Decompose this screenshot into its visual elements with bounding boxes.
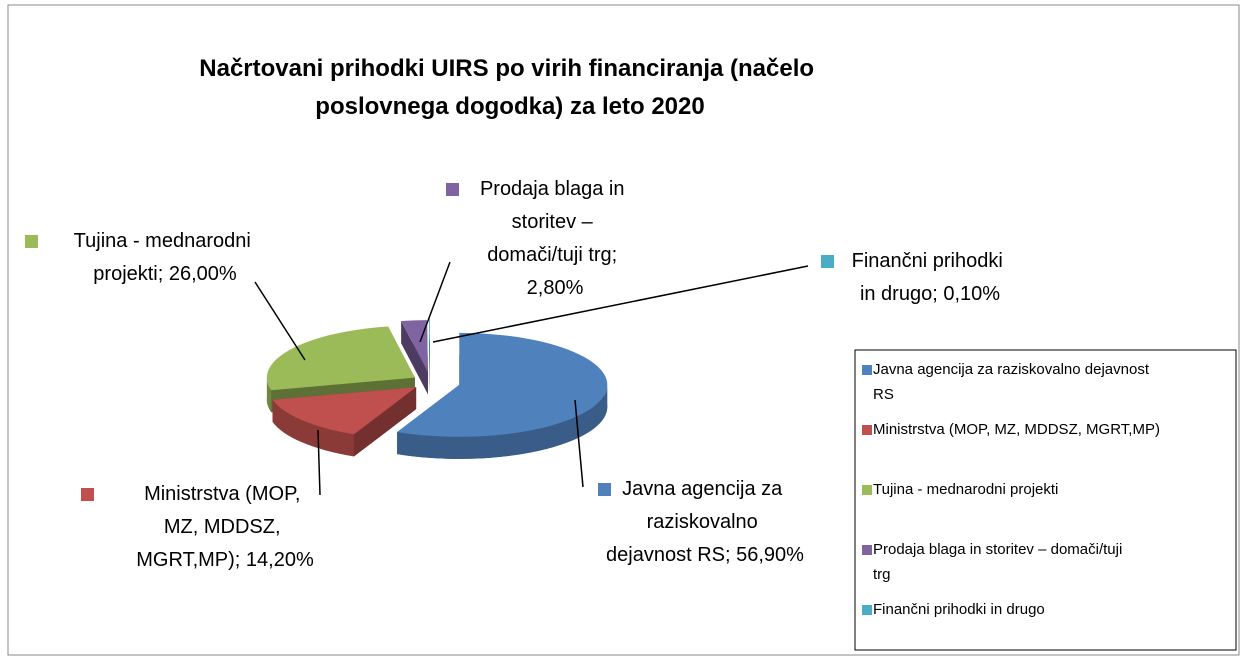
data-label: Tujina - mednarodni projekti; 26,00% [74, 230, 257, 285]
labels: Javna agencija za raziskovalno dejavnost… [25, 178, 1008, 571]
legend-box [854, 349, 1237, 651]
slice [397, 332, 608, 459]
leader-line [254, 281, 306, 361]
slice [272, 387, 417, 457]
legend-label: Ministrstva (MOP, MZ, MDDSZ, MGRT,MP) [873, 421, 1160, 438]
slice-wall [401, 321, 428, 395]
pie [266, 318, 608, 459]
legend-swatch [862, 605, 872, 615]
label-swatch [446, 183, 459, 196]
legend-label: Javna agencija za raziskovalno dejavnost… [873, 361, 1153, 403]
leader-line [317, 429, 321, 496]
legend-label: Prodaja blaga in storitev – domači/tuji … [873, 541, 1126, 583]
legend-label: Tujina - mednarodni projekti [873, 481, 1058, 498]
data-label: Javna agencija za raziskovalno dejavnost… [606, 478, 804, 566]
legend-swatch [862, 365, 872, 375]
data-label: Finančni prihodki in drugo; 0,10% [852, 250, 1009, 305]
leader-line [419, 261, 451, 343]
chart-title: Načrtovani prihodki UIRS po virih financ… [199, 55, 820, 120]
label-swatch [598, 483, 611, 496]
slice-top [397, 332, 608, 437]
slice [401, 320, 428, 395]
legend: Javna agencija za raziskovalno dejavnost… [862, 361, 1160, 618]
slice-side [272, 399, 354, 457]
slice-top [272, 387, 417, 435]
slice-top [401, 320, 428, 373]
legend-label: Finančni prihodki in drugo [873, 601, 1045, 618]
slice-side [266, 377, 272, 413]
legend-swatch [862, 545, 872, 555]
label-swatch [25, 235, 38, 248]
data-label: Ministrstva (MOP, MZ, MDDSZ, MGRT,MP); 1… [136, 483, 314, 571]
slice-top [428, 318, 430, 371]
slice [428, 318, 430, 393]
slice-wall [428, 318, 430, 393]
legend-swatch [862, 425, 872, 435]
label-swatch [821, 255, 834, 268]
leader-line [432, 265, 809, 343]
legend-swatch [862, 485, 872, 495]
data-label: Prodaja blaga in storitev – domači/tuji … [480, 178, 630, 299]
leader-line [574, 399, 584, 488]
slice-side [397, 384, 608, 459]
slice-top [266, 326, 415, 391]
label-swatch [81, 488, 94, 501]
